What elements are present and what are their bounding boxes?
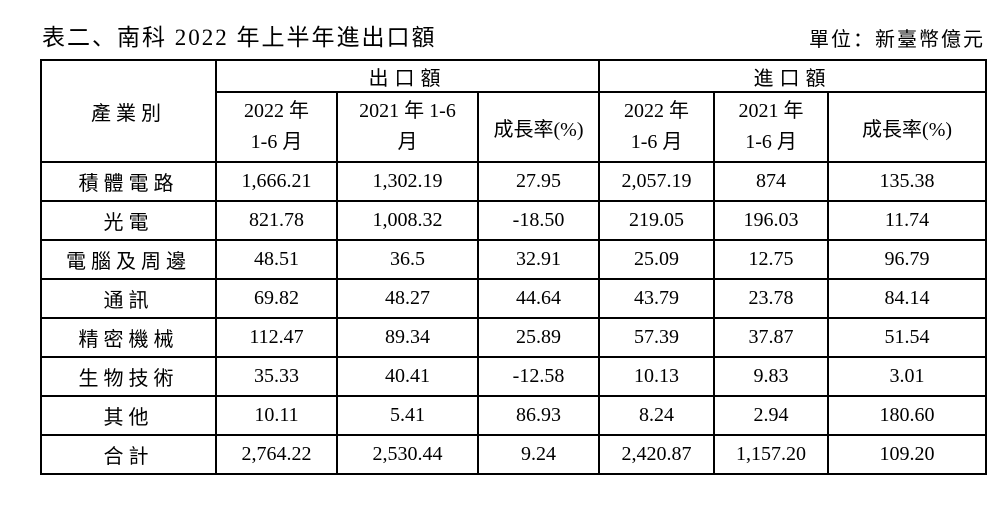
cell-import-2022: 2,420.87 xyxy=(598,434,716,475)
unit-label: 單位：新臺幣億元 xyxy=(809,29,985,51)
cell-industry: 精密機械 xyxy=(40,317,217,358)
cell-industry: 通訊 xyxy=(40,278,217,319)
cell-import-2022: 2,057.19 xyxy=(598,161,716,202)
cell-import-2021: 12.75 xyxy=(713,239,830,280)
cell-export-growth: 27.95 xyxy=(476,161,601,202)
table-row: 光電 821.78 1,008.32 -18.50 219.05 196.03 … xyxy=(40,200,988,241)
col-group-export: 出口額 xyxy=(214,59,601,93)
col-header-export-2022-line2: 1-6 月 xyxy=(250,131,303,153)
cell-import-growth: 96.79 xyxy=(827,239,988,280)
cell-export-2021: 1,008.32 xyxy=(336,200,479,241)
cell-export-2022: 2,764.22 xyxy=(215,434,338,475)
col-header-export-2021-line2: 月 xyxy=(397,131,418,153)
cell-import-2022: 10.13 xyxy=(598,356,716,397)
cell-export-2021: 5.41 xyxy=(336,395,479,436)
cell-industry: 積體電路 xyxy=(40,161,217,202)
cell-import-2021: 9.83 xyxy=(713,356,830,397)
cell-import-2022: 25.09 xyxy=(598,239,716,280)
cell-import-2021: 874 xyxy=(713,161,830,202)
cell-import-2022: 43.79 xyxy=(598,278,716,319)
cell-export-2022: 112.47 xyxy=(215,317,338,358)
col-header-import-2022-line1: 2022 年 xyxy=(624,100,690,122)
col-header-export-2021-line1: 2021 年 1-6 xyxy=(359,100,456,122)
table-row: 其他 10.11 5.41 86.93 8.24 2.94 180.60 xyxy=(40,395,988,436)
col-header-export-2021: 2021 年 1-6 月 xyxy=(336,91,479,163)
cell-import-2021: 196.03 xyxy=(713,200,830,241)
cell-import-2021: 1,157.20 xyxy=(713,434,830,475)
cell-import-2022: 57.39 xyxy=(598,317,716,358)
cell-import-growth: 51.54 xyxy=(827,317,988,358)
col-header-import-2022: 2022 年 1-6 月 xyxy=(598,91,716,163)
table-title: 表二、南科 2022 年上半年進出口額 xyxy=(42,25,437,50)
cell-export-2021: 48.27 xyxy=(336,278,479,319)
col-header-export-2022: 2022 年 1-6 月 xyxy=(215,91,338,163)
cell-import-growth: 3.01 xyxy=(827,356,988,397)
cell-import-growth: 135.38 xyxy=(827,161,988,202)
cell-import-2021: 37.87 xyxy=(713,317,830,358)
cell-export-growth: 25.89 xyxy=(476,317,601,358)
col-header-import-2021-line2: 1-6 月 xyxy=(745,131,797,153)
cell-import-2022: 219.05 xyxy=(598,200,716,241)
cell-import-2021: 23.78 xyxy=(713,278,830,319)
trade-table: 產業別 出口額 進口額 2022 年 1-6 月 2021 年 1-6 月 成長… xyxy=(40,59,988,475)
col-header-import-2022-line2: 1-6 月 xyxy=(630,131,683,153)
cell-export-2021: 2,530.44 xyxy=(336,434,479,475)
cell-export-2022: 69.82 xyxy=(215,278,338,319)
table-row: 精密機械 112.47 89.34 25.89 57.39 37.87 51.5… xyxy=(40,317,988,358)
cell-export-growth: -18.50 xyxy=(476,200,601,241)
cell-export-2022: 10.11 xyxy=(215,395,338,436)
cell-export-growth: -12.58 xyxy=(476,356,601,397)
cell-export-2022: 48.51 xyxy=(215,239,338,280)
cell-industry: 電腦及周邊 xyxy=(40,239,217,280)
col-group-import: 進口額 xyxy=(598,59,988,93)
col-header-import-growth: 成長率(%) xyxy=(827,91,988,163)
title-row: 表二、南科 2022 年上半年進出口額 單位：新臺幣億元 xyxy=(40,18,985,52)
col-header-export-growth: 成長率(%) xyxy=(476,91,601,163)
cell-export-2021: 1,302.19 xyxy=(336,161,479,202)
cell-industry: 生物技術 xyxy=(40,356,217,397)
cell-export-2022: 821.78 xyxy=(215,200,338,241)
col-header-import-2021: 2021 年 1-6 月 xyxy=(713,91,830,163)
header-group-row: 產業別 出口額 進口額 xyxy=(40,59,988,163)
cell-export-2021: 40.41 xyxy=(336,356,479,397)
cell-import-growth: 84.14 xyxy=(827,278,988,319)
cell-export-2021: 36.5 xyxy=(336,239,479,280)
cell-import-2021: 2.94 xyxy=(713,395,830,436)
cell-export-growth: 9.24 xyxy=(476,434,601,475)
cell-industry: 合計 xyxy=(40,434,217,475)
col-header-export-2022-line1: 2022 年 xyxy=(244,100,309,122)
header-sub-row: 2022 年 1-6 月 2021 年 1-6 月 成長率(%) 2022 年 … xyxy=(41,91,988,163)
cell-import-growth: 109.20 xyxy=(827,434,988,475)
cell-import-2022: 8.24 xyxy=(598,395,716,436)
cell-industry: 光電 xyxy=(40,200,217,241)
cell-export-2022: 1,666.21 xyxy=(215,161,338,202)
cell-import-growth: 180.60 xyxy=(827,395,988,436)
table-row: 通訊 69.82 48.27 44.64 43.79 23.78 84.14 xyxy=(40,278,988,319)
cell-export-2021: 89.34 xyxy=(336,317,479,358)
cell-export-growth: 32.91 xyxy=(476,239,601,280)
cell-export-2022: 35.33 xyxy=(215,356,338,397)
col-header-industry: 產業別 xyxy=(40,59,217,163)
cell-industry: 其他 xyxy=(40,395,217,436)
cell-import-growth: 11.74 xyxy=(827,200,988,241)
col-header-import-2021-line1: 2021 年 xyxy=(738,100,804,122)
table-row: 電腦及周邊 48.51 36.5 32.91 25.09 12.75 96.79 xyxy=(40,239,988,280)
table-row: 積體電路 1,666.21 1,302.19 27.95 2,057.19 87… xyxy=(40,161,988,202)
cell-export-growth: 44.64 xyxy=(476,278,601,319)
cell-export-growth: 86.93 xyxy=(476,395,601,436)
table-row: 合計 2,764.22 2,530.44 9.24 2,420.87 1,157… xyxy=(40,434,988,475)
table-row: 生物技術 35.33 40.41 -12.58 10.13 9.83 3.01 xyxy=(40,356,988,397)
